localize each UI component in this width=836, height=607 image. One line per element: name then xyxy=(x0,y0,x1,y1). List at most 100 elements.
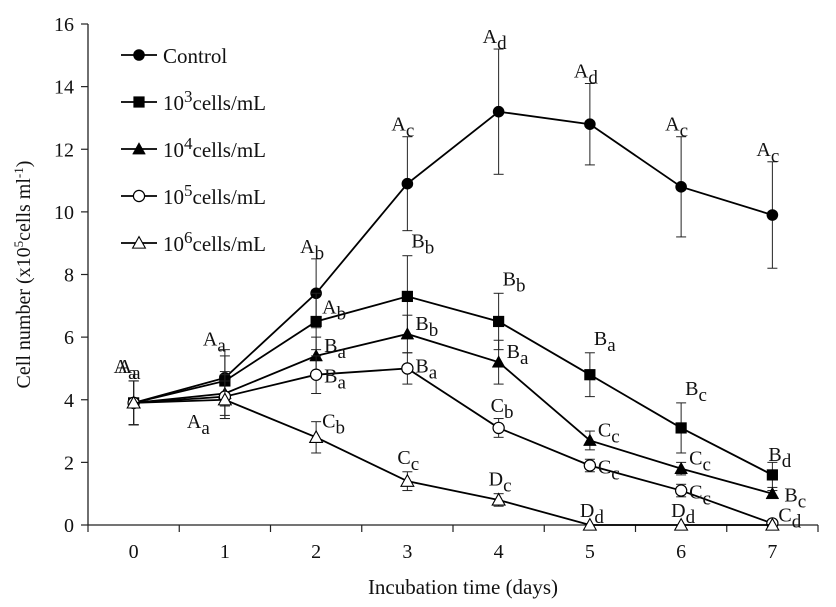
significance-label: Cb xyxy=(491,395,514,423)
significance-letter: D xyxy=(671,500,685,522)
data-point xyxy=(491,355,506,368)
legend-label: 106cells/mL xyxy=(163,228,266,256)
significance-label: Bc xyxy=(784,485,806,513)
significance-label: Cd xyxy=(778,504,801,532)
significance-letter: B xyxy=(507,341,520,363)
y-axis-title-superscript: 5 xyxy=(11,241,26,248)
significance-letter: C xyxy=(322,410,335,432)
y-tick-label: 16 xyxy=(54,14,74,36)
significance-letter: A xyxy=(114,356,129,378)
significance-letter: C xyxy=(397,447,410,469)
significance-sub-letter: c xyxy=(771,146,779,167)
significance-sub-letter: a xyxy=(520,348,529,369)
legend-label-exponent: 3 xyxy=(184,87,193,106)
significance-sub-letter: a xyxy=(201,418,210,439)
significance-letter: D xyxy=(580,500,594,522)
significance-sub-letter: c xyxy=(406,121,414,142)
significance-letter: B xyxy=(768,444,781,466)
data-point xyxy=(766,209,779,221)
data-point xyxy=(492,421,505,435)
significance-letter: A xyxy=(665,114,680,136)
x-tick-label: 1 xyxy=(220,541,230,563)
significance-letter: A xyxy=(483,26,498,48)
x-tick-label: 2 xyxy=(311,541,321,563)
significance-sub-letter: a xyxy=(128,363,137,384)
y-tick-label: 12 xyxy=(54,139,74,161)
significance-letter: A xyxy=(391,114,406,136)
significance-sub-letter: c xyxy=(702,455,710,476)
significance-letter: B xyxy=(594,328,607,350)
data-point xyxy=(310,315,322,328)
legend-marker xyxy=(132,189,146,203)
data-point xyxy=(401,362,414,375)
significance-label: Cb xyxy=(322,410,345,438)
data-point xyxy=(766,469,778,481)
x-tick-label: 6 xyxy=(676,541,686,563)
significance-label: Ba xyxy=(507,341,529,369)
legend-label-exponent: 4 xyxy=(184,134,193,153)
data-point xyxy=(674,484,688,497)
significance-sub-letter: b xyxy=(504,402,514,423)
legend-label-unit: cells/mL xyxy=(193,91,266,115)
significance-letter: B xyxy=(784,485,797,507)
y-axis-title-part: cells ml xyxy=(13,178,35,241)
significance-label: Bc xyxy=(685,378,707,406)
data-point xyxy=(584,369,596,381)
significance-label: Cc xyxy=(689,482,711,510)
significance-sub-letter: b xyxy=(337,303,347,324)
significance-sub-letter: c xyxy=(702,489,710,510)
y-tick-label: 4 xyxy=(64,390,74,412)
legend: Control103cells/mL104cells/mL105cells/mL… xyxy=(121,44,266,256)
significance-label: Bb xyxy=(411,231,434,259)
significance-sub-letter: c xyxy=(411,454,419,475)
significance-letter: A xyxy=(574,60,589,82)
legend-marker xyxy=(131,235,147,249)
legend-label-base: 10 xyxy=(163,185,184,209)
significance-sub-letter: a xyxy=(337,342,346,363)
data-point xyxy=(674,461,688,475)
y-tick-label: 10 xyxy=(54,202,74,224)
data-point xyxy=(217,392,233,406)
significance-label: Dc xyxy=(489,469,512,497)
significance-sub-letter: d xyxy=(588,67,598,88)
series-line xyxy=(133,110,773,404)
significance-label: Ac xyxy=(665,114,688,142)
significance-letter: A xyxy=(756,139,771,161)
data-point xyxy=(491,492,506,506)
significance-sub-letter: d xyxy=(594,507,604,528)
significance-sub-letter: c xyxy=(698,385,706,406)
legend-label-exponent: 5 xyxy=(184,181,193,200)
y-tick-label: 6 xyxy=(64,327,74,349)
x-tick-label: 3 xyxy=(402,541,412,563)
significance-letter: C xyxy=(778,504,791,526)
x-tick-label: 7 xyxy=(767,541,777,563)
data-point xyxy=(309,368,323,381)
significance-letter: C xyxy=(598,419,611,441)
significance-label: Ad xyxy=(574,60,598,88)
significance-sub-letter: a xyxy=(429,362,438,383)
significance-letter: B xyxy=(324,335,337,357)
significance-letter: B xyxy=(503,268,516,290)
legend-label-unit: cells/mL xyxy=(193,138,266,162)
significance-label: Cc xyxy=(598,419,620,447)
significance-letter: A xyxy=(322,296,337,318)
legend-label-base: 10 xyxy=(163,232,184,256)
significance-label: Ba xyxy=(415,355,437,383)
data-point xyxy=(765,517,780,531)
significance-letter: A xyxy=(187,411,202,433)
data-point xyxy=(583,459,597,472)
series-line xyxy=(133,295,773,476)
y-axis-title-part: ) xyxy=(13,161,35,168)
significance-label: Cc xyxy=(397,447,419,475)
significance-sub-letter: c xyxy=(680,121,688,142)
data-point xyxy=(582,517,598,531)
significance-letter: B xyxy=(411,231,424,253)
series-line xyxy=(133,398,773,526)
y-tick-label: 0 xyxy=(64,515,74,537)
significance-letter: B xyxy=(415,313,428,335)
significance-letter: D xyxy=(489,469,503,491)
legend-label-exponent: 6 xyxy=(184,228,193,247)
series-line xyxy=(133,333,773,495)
